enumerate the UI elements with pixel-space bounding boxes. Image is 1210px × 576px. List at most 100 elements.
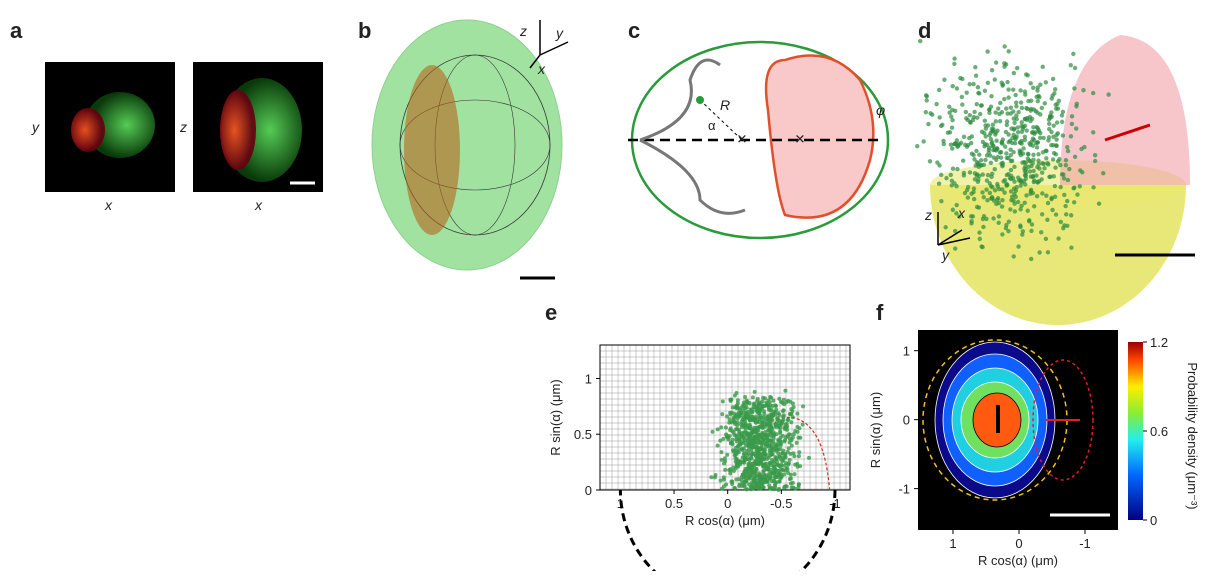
locus-dot [792, 472, 797, 477]
locus-dot [1025, 156, 1031, 161]
locus-dot [766, 428, 771, 433]
locus-dot [985, 123, 991, 128]
locus-dot [985, 198, 990, 203]
locus-dot [719, 457, 724, 462]
locus-dot [753, 475, 758, 480]
locus-dot [741, 422, 746, 427]
locus-dot [737, 477, 742, 482]
locus-dot [1004, 181, 1009, 187]
locus-dot [1069, 121, 1075, 127]
locus-dot [950, 117, 955, 123]
locus-dot [955, 166, 960, 172]
locus-dot [754, 429, 759, 434]
locus-dot [768, 467, 773, 472]
locus-dot [1002, 96, 1007, 102]
locus-dot [755, 399, 760, 404]
locus-dot [779, 421, 784, 426]
locus-dot [1012, 179, 1017, 184]
locus-dot [1053, 212, 1059, 217]
locus-dot [1050, 76, 1056, 82]
locus-dot [935, 160, 940, 165]
locus-dot [952, 56, 957, 61]
locus-dot [1078, 168, 1083, 173]
locus-dot [1036, 152, 1041, 157]
locus-dot [768, 419, 773, 424]
locus-dot [1072, 185, 1077, 190]
locus-dot [989, 68, 995, 73]
locus-dot [741, 404, 746, 409]
locus-dot [1035, 164, 1040, 170]
rDNA [1104, 123, 1151, 142]
locus-dot [1008, 152, 1013, 158]
locus-dot [725, 452, 730, 457]
locus-dot [1067, 166, 1072, 172]
locus-dot [1014, 134, 1019, 139]
locus-dot [720, 412, 725, 417]
locus-dot [796, 435, 801, 440]
locus-dot [1045, 160, 1050, 166]
locus-dot [1023, 72, 1029, 77]
locus-dot [973, 65, 978, 70]
locus-dot [1051, 150, 1057, 156]
locus-dot [1014, 104, 1019, 109]
y-tick-label: 0 [585, 483, 592, 498]
locus-dot [787, 436, 792, 441]
locus-dot [778, 429, 783, 434]
locus-dot [1040, 160, 1045, 166]
locus-dot [759, 415, 764, 420]
locus-dot [999, 80, 1004, 85]
locus-dot [1035, 125, 1040, 131]
locus-dot [767, 483, 772, 488]
locus-dot [961, 173, 967, 178]
locus-dot [782, 485, 787, 490]
locus-dot [1055, 101, 1060, 106]
locus-dot [756, 425, 761, 430]
locus-dot [720, 399, 725, 404]
locus-dot [1034, 193, 1040, 199]
locus-dot [767, 448, 772, 453]
locus-dot [789, 443, 794, 448]
locus-dot [1074, 101, 1079, 106]
locus-dot [1039, 105, 1045, 111]
locus-dot [733, 456, 738, 461]
axes-gizmo [529, 20, 569, 69]
locus-dot [723, 467, 728, 472]
locus-dot [941, 141, 946, 147]
locus-dot [950, 83, 955, 89]
locus-dot [1051, 143, 1056, 148]
locus-dot [719, 425, 724, 430]
locus-dot [950, 146, 955, 151]
locus-dot [750, 480, 755, 485]
axis-label: y [31, 119, 40, 135]
locus-dot [797, 450, 802, 455]
locus-dot [774, 468, 779, 473]
locus-dot [775, 416, 780, 421]
locus-dot [765, 456, 770, 461]
locus-dot [1052, 183, 1058, 189]
locus-dot [734, 437, 739, 442]
locus-dot [975, 85, 981, 90]
locus-dot [778, 471, 783, 476]
locus-dot [1028, 187, 1034, 193]
locus-dot [789, 420, 794, 425]
x-tick-label: -0.5 [770, 496, 792, 511]
locus-dot [760, 399, 765, 404]
locus-dot [975, 115, 980, 120]
locus-dot [1015, 130, 1021, 135]
locus-dot [992, 188, 998, 193]
locus-dot [1035, 98, 1040, 104]
locus-dot [1006, 87, 1011, 92]
locus-dot [1016, 109, 1021, 115]
locus-dot [1012, 120, 1017, 125]
locus-dot [758, 402, 763, 407]
locus-cloud [709, 388, 812, 492]
locus-dot [751, 427, 756, 432]
locus-dot [939, 199, 944, 204]
locus-dot [1018, 179, 1023, 184]
locus-dot [1052, 194, 1058, 199]
locus-dot [1021, 146, 1026, 151]
radius-line [699, 99, 743, 141]
locus-dot [974, 101, 979, 107]
locus-dot [984, 178, 990, 183]
locus-dot [1022, 168, 1028, 174]
